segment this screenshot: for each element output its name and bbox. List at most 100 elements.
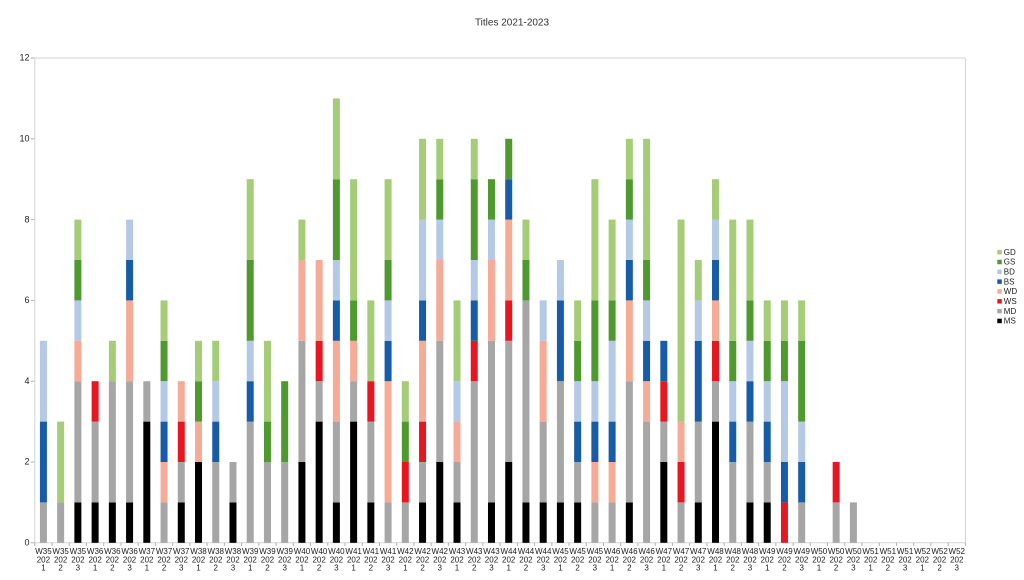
svg-text:202: 202	[605, 555, 619, 564]
svg-text:W49: W49	[759, 547, 776, 556]
svg-text:202: 202	[623, 555, 637, 564]
svg-text:1: 1	[662, 563, 667, 572]
svg-text:3: 3	[438, 563, 443, 572]
svg-text:W41: W41	[363, 547, 380, 556]
svg-text:W52: W52	[914, 547, 931, 556]
svg-text:W38: W38	[190, 547, 207, 556]
svg-text:BS: BS	[1004, 277, 1015, 286]
svg-text:202: 202	[640, 555, 654, 564]
svg-text:GS: GS	[1004, 258, 1016, 267]
svg-text:2: 2	[937, 563, 942, 572]
svg-text:W46: W46	[638, 547, 655, 556]
svg-text:202: 202	[244, 555, 258, 564]
svg-text:202: 202	[829, 555, 843, 564]
svg-text:1: 1	[558, 563, 563, 572]
svg-text:202: 202	[795, 555, 809, 564]
svg-text:W36: W36	[104, 547, 121, 556]
svg-text:W47: W47	[690, 547, 707, 556]
svg-text:WS: WS	[1004, 297, 1017, 306]
svg-text:1: 1	[506, 563, 511, 572]
svg-text:1: 1	[455, 563, 460, 572]
svg-text:1: 1	[196, 563, 201, 572]
svg-text:W43: W43	[449, 547, 466, 556]
svg-text:202: 202	[71, 555, 85, 564]
svg-text:3: 3	[386, 563, 391, 572]
svg-text:3: 3	[231, 563, 236, 572]
svg-text:0: 0	[24, 538, 29, 548]
svg-text:1: 1	[248, 563, 253, 572]
svg-text:W45: W45	[569, 547, 586, 556]
svg-text:6: 6	[24, 295, 29, 305]
svg-text:1: 1	[610, 563, 615, 572]
svg-text:W37: W37	[156, 547, 173, 556]
svg-text:W47: W47	[673, 547, 690, 556]
svg-text:202: 202	[416, 555, 430, 564]
svg-text:1: 1	[145, 563, 150, 572]
svg-text:202: 202	[226, 555, 240, 564]
svg-text:W40: W40	[311, 547, 328, 556]
svg-text:3: 3	[489, 563, 494, 572]
svg-text:W40: W40	[328, 547, 345, 556]
svg-text:W36: W36	[121, 547, 138, 556]
svg-text:1: 1	[300, 563, 305, 572]
svg-text:3: 3	[748, 563, 753, 572]
svg-text:202: 202	[192, 555, 206, 564]
svg-text:W43: W43	[466, 547, 483, 556]
svg-text:2: 2	[317, 563, 322, 572]
svg-text:202: 202	[554, 555, 568, 564]
svg-text:3: 3	[799, 563, 804, 572]
svg-text:202: 202	[847, 555, 861, 564]
svg-text:202: 202	[778, 555, 792, 564]
svg-text:202: 202	[381, 555, 395, 564]
svg-text:202: 202	[933, 555, 947, 564]
svg-text:W44: W44	[535, 547, 552, 556]
svg-text:W38: W38	[225, 547, 242, 556]
svg-text:MS: MS	[1004, 317, 1016, 326]
svg-text:3: 3	[179, 563, 184, 572]
svg-text:2: 2	[782, 563, 787, 572]
svg-text:W48: W48	[742, 547, 759, 556]
svg-text:W50: W50	[845, 547, 862, 556]
svg-text:W35: W35	[35, 547, 52, 556]
svg-text:2: 2	[162, 563, 167, 572]
svg-text:3: 3	[955, 563, 960, 572]
svg-text:202: 202	[209, 555, 223, 564]
svg-text:W50: W50	[811, 547, 828, 556]
svg-text:202: 202	[726, 555, 740, 564]
svg-text:2: 2	[110, 563, 115, 572]
svg-text:1: 1	[920, 563, 925, 572]
svg-text:202: 202	[502, 555, 516, 564]
svg-text:WD: WD	[1004, 287, 1018, 296]
svg-text:202: 202	[261, 555, 275, 564]
svg-text:202: 202	[812, 555, 826, 564]
svg-text:2: 2	[420, 563, 425, 572]
svg-text:Titles 2021-2023: Titles 2021-2023	[475, 17, 550, 28]
svg-text:W47: W47	[656, 547, 673, 556]
svg-text:2: 2	[524, 563, 529, 572]
svg-text:202: 202	[399, 555, 413, 564]
svg-text:W52: W52	[949, 547, 966, 556]
svg-text:12: 12	[19, 53, 29, 63]
svg-text:202: 202	[330, 555, 344, 564]
svg-text:3: 3	[76, 563, 81, 572]
svg-text:2: 2	[214, 563, 219, 572]
svg-text:1: 1	[41, 563, 46, 572]
svg-text:W41: W41	[345, 547, 362, 556]
svg-text:W37: W37	[173, 547, 190, 556]
svg-text:1: 1	[817, 563, 822, 572]
svg-text:202: 202	[485, 555, 499, 564]
svg-text:W44: W44	[518, 547, 535, 556]
svg-text:2: 2	[886, 563, 891, 572]
svg-text:W49: W49	[776, 547, 793, 556]
svg-text:202: 202	[88, 555, 102, 564]
svg-text:202: 202	[916, 555, 930, 564]
svg-text:1: 1	[713, 563, 718, 572]
svg-text:W45: W45	[552, 547, 569, 556]
svg-text:202: 202	[709, 555, 723, 564]
svg-text:W51: W51	[897, 547, 914, 556]
svg-text:202: 202	[37, 555, 51, 564]
svg-text:W51: W51	[862, 547, 879, 556]
svg-text:W42: W42	[397, 547, 414, 556]
svg-text:1: 1	[765, 563, 770, 572]
svg-text:W48: W48	[707, 547, 724, 556]
